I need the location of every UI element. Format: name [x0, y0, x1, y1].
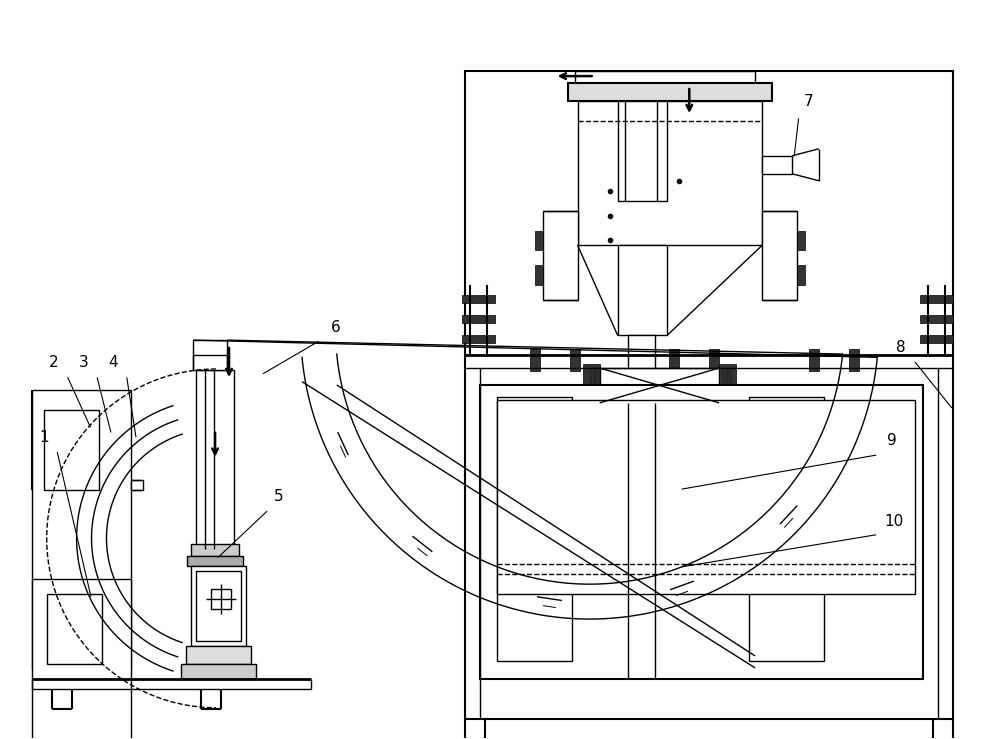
Bar [497, 400, 915, 594]
Bar [530, 349, 540, 371]
Bar [920, 335, 953, 343]
Bar [44, 410, 99, 489]
Bar [480, 385, 923, 679]
Bar [728, 368, 731, 411]
Bar [535, 265, 543, 285]
Bar [465, 71, 953, 719]
Text: 9: 9 [887, 433, 896, 449]
Bar [762, 211, 797, 300]
Bar [568, 83, 772, 101]
Bar [211, 589, 231, 609]
Bar [583, 364, 600, 407]
Bar [32, 390, 131, 669]
Bar [669, 349, 679, 371]
Text: 3: 3 [79, 355, 88, 370]
Bar [723, 368, 726, 411]
Bar [920, 316, 953, 323]
Bar [535, 231, 543, 251]
Text: 5: 5 [274, 489, 284, 504]
Bar [181, 664, 256, 679]
Bar [920, 296, 953, 303]
Text: 1: 1 [39, 430, 49, 445]
Bar [186, 646, 251, 664]
Text: 10: 10 [884, 514, 903, 529]
Bar [543, 211, 578, 300]
Bar [797, 265, 805, 285]
Text: 4: 4 [109, 355, 118, 370]
Text: 8: 8 [896, 340, 905, 355]
Bar [749, 397, 824, 661]
Bar [196, 571, 241, 641]
Bar [570, 349, 580, 371]
Bar [32, 579, 131, 739]
Bar [618, 101, 667, 200]
Bar [131, 480, 143, 489]
Bar [462, 316, 495, 323]
Bar [196, 370, 234, 549]
Bar [591, 368, 594, 411]
Bar [191, 545, 239, 556]
Bar [809, 349, 819, 371]
Bar [628, 335, 655, 355]
Bar [719, 364, 736, 407]
Bar [618, 245, 667, 335]
Bar [47, 594, 102, 664]
Bar [193, 355, 227, 370]
Bar [191, 566, 246, 646]
Text: 7: 7 [804, 94, 814, 109]
Text: 2: 2 [49, 355, 58, 370]
Text: 6: 6 [331, 320, 340, 335]
Bar [762, 156, 792, 174]
Bar [849, 349, 859, 371]
Bar [578, 101, 762, 245]
Bar [497, 397, 572, 661]
Bar [187, 556, 243, 566]
Bar [600, 368, 719, 403]
Bar [596, 368, 599, 411]
Bar [462, 296, 495, 303]
Bar [709, 349, 719, 371]
Bar [462, 335, 495, 343]
Bar [797, 231, 805, 251]
